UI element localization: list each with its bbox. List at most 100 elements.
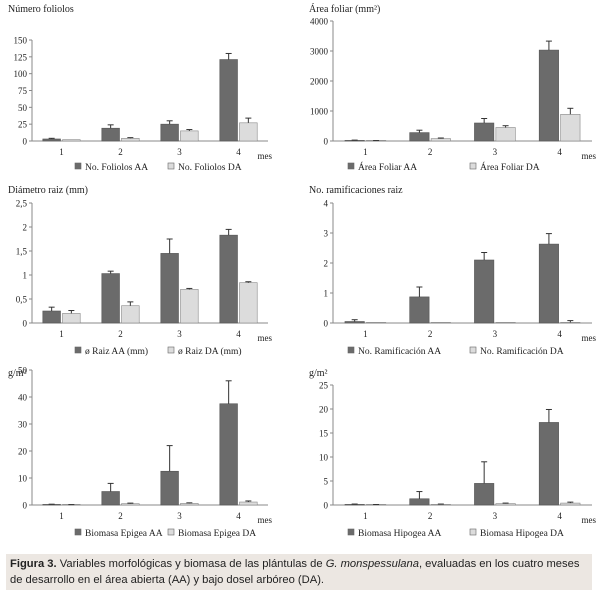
y-tick-label: 10 (18, 474, 28, 484)
x-tick-label: 1 (363, 329, 368, 339)
x-tick-label: 2 (118, 511, 123, 521)
bar-da-4 (239, 122, 258, 142)
bar-da-2 (430, 322, 451, 324)
bar-da-1 (366, 322, 387, 324)
chart-title: No. ramificaciones raiz (309, 185, 403, 196)
bar-aa-4 (219, 234, 238, 324)
y-tick-label: 0 (324, 319, 329, 329)
legend-label: No. Foliolos AA (85, 163, 148, 173)
bar-aa-2 (101, 273, 120, 324)
x-tick-label: 3 (493, 329, 498, 339)
y-tick-label: 1 (324, 289, 329, 299)
y-tick-label: 5 (324, 477, 329, 487)
x-tick-label: 1 (363, 147, 368, 157)
legend-swatch (469, 346, 477, 354)
bar-da-4 (560, 322, 581, 324)
caption-label: Figura 3. (10, 558, 57, 570)
bar-aa-4 (219, 403, 238, 506)
chart-panel-4: No. ramificaciones raiz 0 1 2 3 4 1 2 3 4 mes No. R… (309, 185, 596, 357)
legend-swatch (167, 528, 175, 536)
x-tick-label: 4 (557, 511, 562, 521)
chart-title: g/m² (8, 368, 27, 379)
y-tick-label: 20 (18, 447, 28, 457)
bar-aa-4 (538, 49, 559, 142)
x-axis-unit: mes (582, 515, 597, 525)
legend-label: No. Foliolos DA (178, 163, 242, 173)
legend-label: Biomasa Hipogea AA (358, 529, 442, 539)
legend-label: Biomasa Epigea AA (85, 529, 163, 539)
figure-caption: Figura 3. Variables morfológicas y bioma… (6, 554, 592, 590)
bar-da-4 (239, 282, 258, 324)
y-tick-label: 3000 (310, 47, 329, 57)
chart-title: g/m² (309, 368, 328, 379)
legend-swatch (469, 162, 477, 170)
bar-da-2 (121, 503, 140, 506)
legend-label: No. Ramificación DA (480, 346, 564, 357)
y-tick-label: 10 (319, 453, 329, 463)
x-axis-unit: mes (258, 515, 273, 525)
bar-aa-3 (474, 483, 495, 506)
bar-aa-3 (474, 259, 495, 324)
bar-aa-3 (474, 122, 495, 142)
y-tick-label: 125 (14, 52, 28, 62)
x-tick-label: 3 (177, 329, 182, 339)
chart-panel-1: Número foliolos 0 25 50 75 100 125 150 1 2 3 4 mes No… (8, 4, 272, 173)
bar-da-1 (62, 139, 81, 142)
legend-swatch (74, 528, 82, 536)
y-tick-label: 2 (23, 223, 28, 233)
bar-da-3 (495, 322, 516, 324)
chart-title: Área foliar (mm²) (309, 3, 380, 15)
bar-da-3 (495, 127, 516, 142)
bar-aa-3 (160, 470, 179, 506)
legend-label: ø Raiz DA (mm) (178, 346, 242, 357)
bar-da-2 (121, 305, 140, 324)
legend-swatch (74, 162, 82, 170)
y-tick-label: 40 (18, 393, 28, 403)
x-tick-label: 2 (428, 511, 433, 521)
x-tick-label: 4 (236, 511, 241, 521)
legend-label: ø Raiz AA (mm) (85, 346, 148, 357)
y-tick-label: 0 (324, 501, 329, 511)
caption-text-2: , evaluadas en los cuatro meses de desar… (10, 558, 580, 586)
legend-label: Biomasa Hipogea DA (480, 529, 564, 539)
legend-swatch (74, 346, 82, 354)
y-tick-label: 0 (23, 137, 28, 147)
x-tick-label: 4 (236, 147, 241, 157)
y-tick-label: 30 (18, 420, 28, 430)
y-tick-label: 4000 (310, 17, 329, 27)
x-tick-label: 2 (118, 147, 123, 157)
x-tick-label: 2 (428, 147, 433, 157)
bar-aa-1 (42, 138, 61, 142)
bar-aa-2 (409, 498, 430, 506)
x-tick-label: 3 (493, 511, 498, 521)
y-tick-label: 0 (23, 319, 28, 329)
chart-title: Diámetro raiz (mm) (8, 185, 88, 196)
chart-title: Número foliolos (8, 4, 74, 15)
bar-da-4 (560, 502, 581, 506)
bar-aa-1 (344, 321, 365, 324)
bar-da-2 (121, 138, 140, 142)
y-tick-label: 0 (324, 137, 329, 147)
y-tick-label: 20 (319, 405, 329, 415)
y-tick-label: 75 (18, 86, 28, 96)
chart-panel-6: g/m² 0 5 10 15 20 25 1 2 3 4 mes Biomasa Hipogea AA B… (309, 368, 596, 539)
x-axis-unit: mes (582, 333, 597, 343)
legend-label: Área Foliar DA (480, 161, 540, 173)
legend-swatch (167, 162, 175, 170)
x-tick-label: 3 (177, 147, 182, 157)
y-tick-label: 0,5 (16, 295, 28, 305)
y-tick-label: 0 (23, 501, 28, 511)
x-tick-label: 1 (363, 511, 368, 521)
bar-aa-1 (42, 310, 61, 324)
bar-da-3 (495, 503, 516, 506)
bar-da-1 (62, 313, 81, 324)
bar-aa-4 (538, 422, 559, 506)
chart-panel-5: g/m² 0 10 20 30 40 50 1 2 3 4 mes Biomasa Epigea AA B… (8, 366, 272, 540)
x-tick-label: 2 (428, 329, 433, 339)
y-tick-label: 4 (324, 199, 329, 209)
legend-swatch (469, 528, 477, 536)
bar-aa-3 (160, 253, 179, 324)
legend-label: No. Ramificación AA (358, 346, 441, 357)
x-tick-label: 4 (236, 329, 241, 339)
